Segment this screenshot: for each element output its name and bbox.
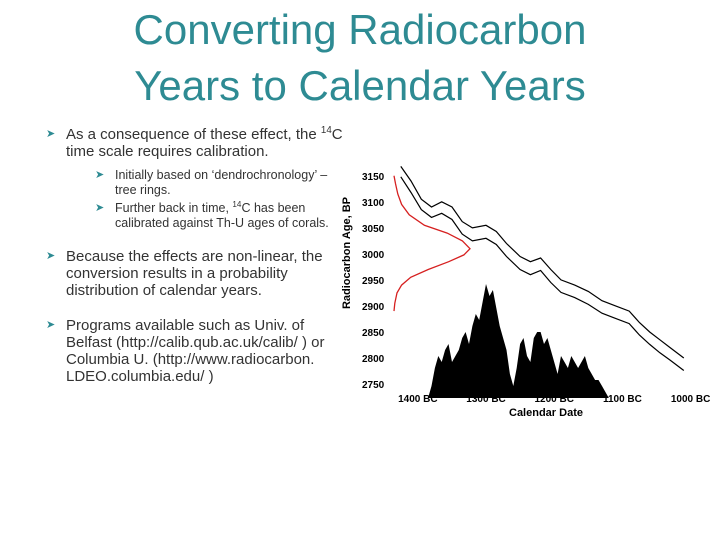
- y-tick-label: 2800: [362, 354, 385, 365]
- y-tick-label: 2750: [362, 380, 385, 391]
- y-tick-label: 3050: [362, 224, 385, 235]
- bullet-programs: ➤ Programs available such as Univ. of Be…: [44, 317, 344, 385]
- radiocarbon-distribution-line: [393, 175, 471, 312]
- arrow-bullet-icon: ➤: [46, 250, 56, 262]
- x-tick-label: 1000 BC: [671, 394, 710, 405]
- x-tick-label: 1300 BC: [466, 394, 505, 405]
- x-tick-label: 1400 BC: [398, 394, 437, 405]
- y-tick-label: 2900: [362, 302, 385, 313]
- arrow-bullet-icon: ➤: [46, 128, 56, 140]
- subbullet-corals-sup: 14: [232, 199, 242, 209]
- x-tick-labels: 1400 BC 1300 BC 1200 BC 1100 BC 1000 BC: [398, 394, 710, 405]
- bullet-list: ➤ As a consequence of these effect, the …: [44, 126, 344, 403]
- calibration-chart: 3150 3100 3050 3000 2950 2900 2850 2800 2750 140…: [341, 166, 710, 419]
- plot-area: [393, 166, 685, 398]
- bullet-calibration-text-pre: As a consequence of these effect, the: [66, 126, 321, 143]
- bullet-calibration-text-post: C time scale requires calibration.: [66, 126, 343, 160]
- y-tick-label: 3100: [362, 198, 385, 209]
- subbullet-corals: ➤ Further back in time, 14C has been cal…: [66, 199, 344, 230]
- x-axis-label: Calendar Date: [509, 407, 583, 419]
- bullet-nonlinear-text: Because the effects are non-linear, the …: [66, 248, 323, 299]
- y-tick-label: 2950: [362, 276, 385, 287]
- subbullet-corals-text-post: C has been calibrated against Th-U ages …: [115, 201, 329, 230]
- calibration-curve-lower: [400, 176, 685, 371]
- title-line-2: Years to Calendar Years: [134, 62, 586, 109]
- calibration-curve-upper: [400, 166, 685, 359]
- subbullet-corals-text-pre: Further back in time,: [115, 201, 233, 215]
- y-tick-label: 3000: [362, 250, 385, 261]
- arrow-bullet-icon: ➤: [46, 319, 56, 331]
- calendar-distribution-area: [428, 284, 609, 398]
- subbullet-dendro: ➤ Initially based on ‘dendrochronology’ …: [66, 168, 344, 197]
- x-tick-label: 1200 BC: [534, 394, 573, 405]
- arrow-bullet-icon: ➤: [95, 169, 105, 181]
- arrow-bullet-icon: ➤: [95, 202, 105, 214]
- y-axis-label: Radiocarbon Age, BP: [341, 197, 353, 309]
- x-tick-label: 1100 BC: [603, 394, 642, 405]
- bullet-programs-text: Programs available such as Univ. of Belf…: [66, 317, 325, 385]
- y-tick-labels: 3150 3100 3050 3000 2950 2900 2850 2800 2750: [362, 172, 385, 391]
- slide-title: Converting Radiocarbon Years to Calendar…: [60, 2, 660, 114]
- y-tick-label: 2850: [362, 328, 385, 339]
- bullet-calibration-sup: 14: [320, 125, 332, 136]
- bullet-nonlinear: ➤ Because the effects are non-linear, th…: [44, 248, 344, 299]
- y-tick-label: 3150: [362, 172, 385, 183]
- subbullet-dendro-text: Initially based on ‘dendrochronology’ – …: [115, 168, 328, 197]
- title-line-1: Converting Radiocarbon: [133, 6, 587, 53]
- bullet-calibration: ➤ As a consequence of these effect, the …: [44, 126, 344, 230]
